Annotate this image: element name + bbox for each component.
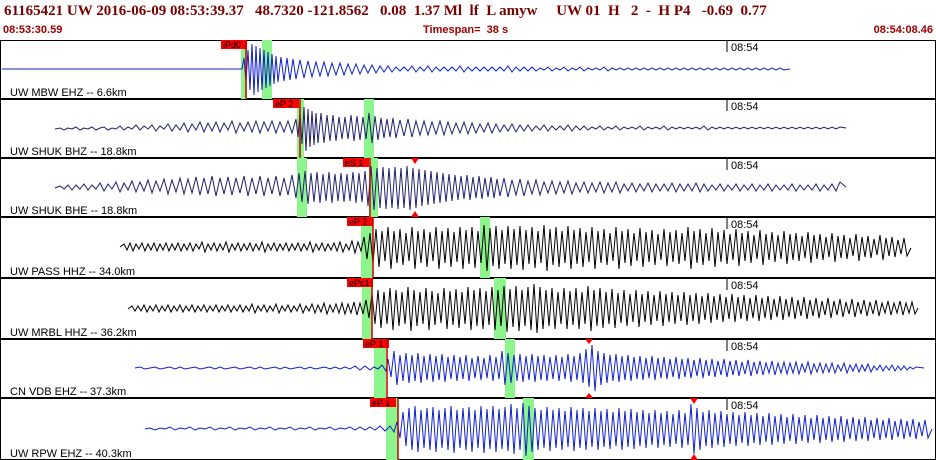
channel-panel[interactable]: 08:54 iPd0 UW MBW EHZ -- 6.6km [0, 40, 936, 99]
channel-label: UW MBW EHZ -- 6.6km [10, 87, 127, 99]
pick-highlight [369, 158, 378, 217]
pick-marker-box[interactable] [343, 158, 369, 167]
channel-panel[interactable]: 08:54 eS 1 UW SHUK BHE -- 18.8km [0, 158, 936, 217]
seismogram-trace[interactable] [2, 43, 791, 96]
time-tick-label: 08:54 [731, 101, 759, 113]
pick-label[interactable]: eS 1 [345, 158, 364, 168]
channel-panel[interactable]: 08:54 eP 1 UW RPW EHZ -- 40.3km [0, 398, 936, 460]
header-bar: 61165421 UW 2016-06-09 08:53:39.37 48.73… [0, 0, 936, 40]
end-time: 08:54:08.46 [873, 24, 933, 36]
pick-marker-box[interactable] [221, 40, 247, 49]
pick-marker-box[interactable] [370, 398, 396, 407]
timespan-label: Timespan= 38 s [423, 24, 509, 36]
pick-marker-box[interactable] [347, 217, 373, 226]
seismogram-trace[interactable] [134, 344, 925, 392]
seismogram-trace[interactable] [127, 283, 919, 334]
channel-panel[interactable]: 08:54 eP 2 UW SHUK BHZ -- 18.8km [0, 99, 936, 158]
pick-highlight [241, 40, 247, 99]
pick-label[interactable]: eP 1 [372, 398, 390, 408]
time-tick-label: 08:54 [731, 400, 759, 412]
pick-highlight [374, 339, 386, 398]
start-time: 08:53:30.59 [3, 24, 63, 36]
pick-marker-box[interactable] [363, 339, 389, 348]
pick-label[interactable]: eP 2 [275, 99, 293, 109]
pick-highlight [361, 217, 373, 278]
channel-label: UW RPW EHZ -- 40.3km [10, 448, 132, 460]
seismogram-trace[interactable] [144, 402, 933, 457]
pick-marker-box[interactable] [273, 99, 299, 108]
seismogram-trace[interactable] [54, 165, 847, 211]
amplitude-marker-icon [411, 211, 419, 217]
pick-highlight [297, 158, 307, 217]
seismogram-trace[interactable] [119, 224, 912, 272]
channel-label: UW MRBL HHZ -- 36.2km [10, 327, 137, 339]
amplitude-marker-icon [690, 398, 698, 404]
channel-label: CN VDB EHZ -- 37.3km [10, 386, 126, 398]
seismogram-trace[interactable] [54, 106, 847, 152]
pick-highlight [364, 99, 374, 158]
channel-panel[interactable]: 08:54 ePc1 UW MRBL HHZ -- 36.2km [0, 278, 936, 339]
time-tick-label: 08:54 [731, 160, 759, 172]
time-tick-label: 08:54 [731, 280, 759, 292]
amplitude-marker-icon [585, 339, 593, 344]
pick-label[interactable]: iPd0 [223, 40, 241, 50]
waveform-panel[interactable]: 08:54 iPd0 UW MBW EHZ -- 6.6km 08:54 eP … [0, 40, 936, 460]
channel-panel[interactable]: 08:54 eP 1 CN VDB EHZ -- 37.3km [0, 339, 936, 398]
amplitude-marker-icon [585, 393, 593, 398]
channel-label: UW SHUK BHZ -- 18.8km [10, 146, 137, 158]
channel-label: UW PASS HHZ -- 34.0km [10, 266, 135, 278]
time-tick-label: 08:54 [731, 42, 759, 54]
channel-label: UW SHUK BHE -- 18.8km [10, 205, 137, 217]
panel-frame [0, 398, 936, 460]
time-tick-label: 08:54 [731, 341, 759, 353]
pick-label[interactable]: ePc1 [349, 278, 370, 288]
event-summary-title: 61165421 UW 2016-06-09 08:53:39.37 48.73… [4, 3, 767, 19]
pick-marker-box[interactable] [347, 278, 373, 287]
pick-label[interactable]: eP 2 [349, 217, 367, 227]
amplitude-marker-icon [411, 158, 419, 164]
amplitude-marker-icon [690, 454, 698, 460]
channel-panel[interactable]: 08:54 eP 2 UW PASS HHZ -- 34.0km [0, 217, 936, 278]
time-tick-label: 08:54 [731, 219, 759, 231]
pick-highlight [523, 398, 534, 460]
pick-label[interactable]: eP 1 [365, 339, 383, 349]
